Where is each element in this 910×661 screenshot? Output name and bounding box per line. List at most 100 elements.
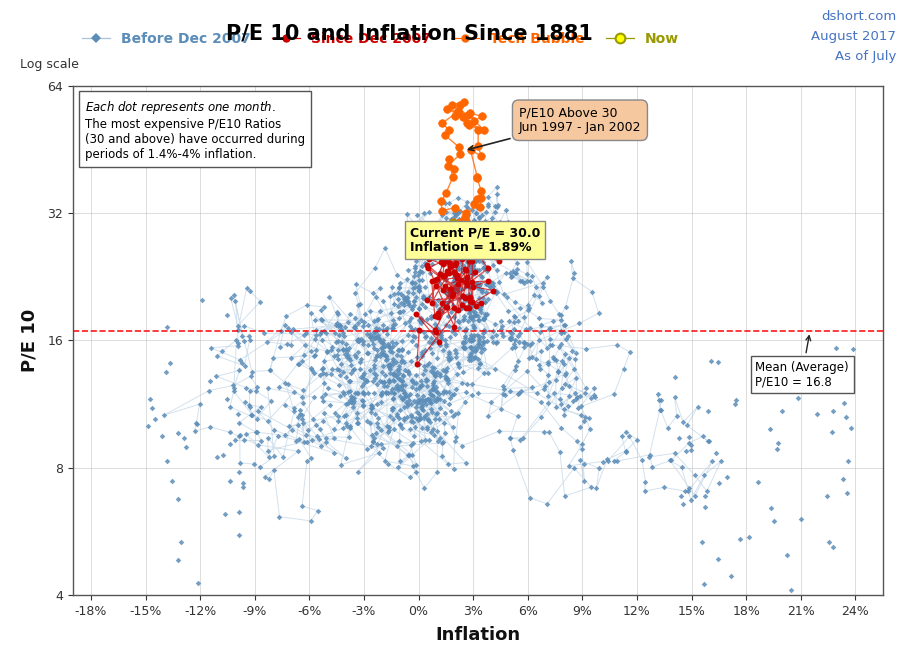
- Point: [409, 377, 423, 388]
- Point: [383, 291, 398, 301]
- Point: [340, 350, 355, 361]
- Point: [439, 237, 453, 247]
- Point: [459, 249, 473, 259]
- Point: [494, 242, 509, 253]
- Point: [445, 325, 460, 336]
- Point: [450, 286, 464, 297]
- Point: [467, 115, 481, 126]
- Point: [294, 414, 308, 424]
- Point: [417, 293, 431, 303]
- Point: [473, 297, 488, 308]
- Point: [430, 352, 445, 363]
- Point: [405, 330, 420, 341]
- Point: [642, 449, 657, 460]
- Point: [381, 459, 396, 469]
- Point: [574, 444, 589, 455]
- Point: [381, 425, 396, 436]
- Point: [549, 402, 563, 412]
- Point: [430, 221, 445, 232]
- Point: [461, 334, 476, 345]
- Point: [406, 416, 420, 427]
- Point: [454, 240, 469, 251]
- Point: [457, 245, 471, 256]
- Point: [435, 118, 450, 128]
- Point: [356, 395, 370, 406]
- Point: [389, 369, 403, 380]
- Point: [652, 395, 666, 406]
- Point: [568, 354, 582, 365]
- Point: [430, 393, 444, 403]
- Point: [378, 456, 392, 467]
- Point: [294, 356, 308, 366]
- Point: [395, 354, 410, 365]
- Point: [543, 295, 558, 306]
- Point: [391, 364, 406, 374]
- Point: [458, 239, 472, 249]
- Point: [370, 330, 385, 340]
- Point: [478, 296, 492, 307]
- Point: [251, 440, 266, 450]
- Point: [619, 446, 633, 457]
- Point: [652, 405, 667, 415]
- Point: [465, 218, 480, 229]
- Point: [667, 448, 682, 459]
- Point: [361, 320, 376, 330]
- Point: [375, 367, 389, 377]
- Point: [554, 309, 569, 320]
- Point: [499, 205, 513, 215]
- Point: [449, 246, 463, 256]
- Point: [417, 208, 431, 219]
- Point: [589, 483, 603, 494]
- Point: [303, 516, 318, 526]
- Point: [424, 297, 439, 308]
- Point: [405, 277, 420, 288]
- Point: [412, 383, 427, 393]
- Point: [431, 389, 446, 399]
- Point: [439, 197, 453, 208]
- Point: [392, 405, 407, 415]
- Point: [439, 340, 453, 351]
- Point: [456, 298, 470, 309]
- Point: [461, 255, 476, 266]
- Point: [287, 387, 301, 397]
- Point: [541, 427, 556, 438]
- Point: [469, 221, 483, 231]
- Point: [546, 352, 561, 363]
- Point: [177, 433, 192, 444]
- Point: [370, 439, 385, 449]
- Point: [464, 311, 479, 321]
- Point: [790, 393, 804, 404]
- Point: [447, 311, 461, 322]
- Point: [418, 435, 432, 446]
- Point: [458, 397, 472, 407]
- Point: [442, 332, 457, 342]
- Point: [405, 304, 420, 315]
- Point: [446, 219, 460, 230]
- Point: [569, 348, 583, 358]
- Point: [347, 393, 361, 403]
- Point: [145, 403, 159, 414]
- Point: [472, 315, 487, 326]
- Point: [519, 324, 533, 334]
- Point: [506, 338, 521, 349]
- Point: [419, 242, 433, 253]
- Point: [470, 229, 484, 239]
- Point: [386, 323, 400, 333]
- Point: [409, 308, 423, 319]
- Point: [480, 201, 495, 212]
- Point: [425, 338, 440, 348]
- Point: [336, 423, 350, 434]
- Point: [385, 403, 399, 414]
- Point: [405, 449, 420, 460]
- Point: [387, 388, 401, 399]
- Point: [600, 454, 614, 465]
- Point: [555, 356, 570, 366]
- Point: [464, 313, 479, 323]
- Point: [334, 359, 349, 369]
- Point: [357, 377, 371, 388]
- Point: [389, 270, 404, 280]
- Point: [442, 256, 457, 267]
- Point: [468, 241, 482, 252]
- Point: [327, 351, 341, 362]
- Point: [444, 262, 459, 273]
